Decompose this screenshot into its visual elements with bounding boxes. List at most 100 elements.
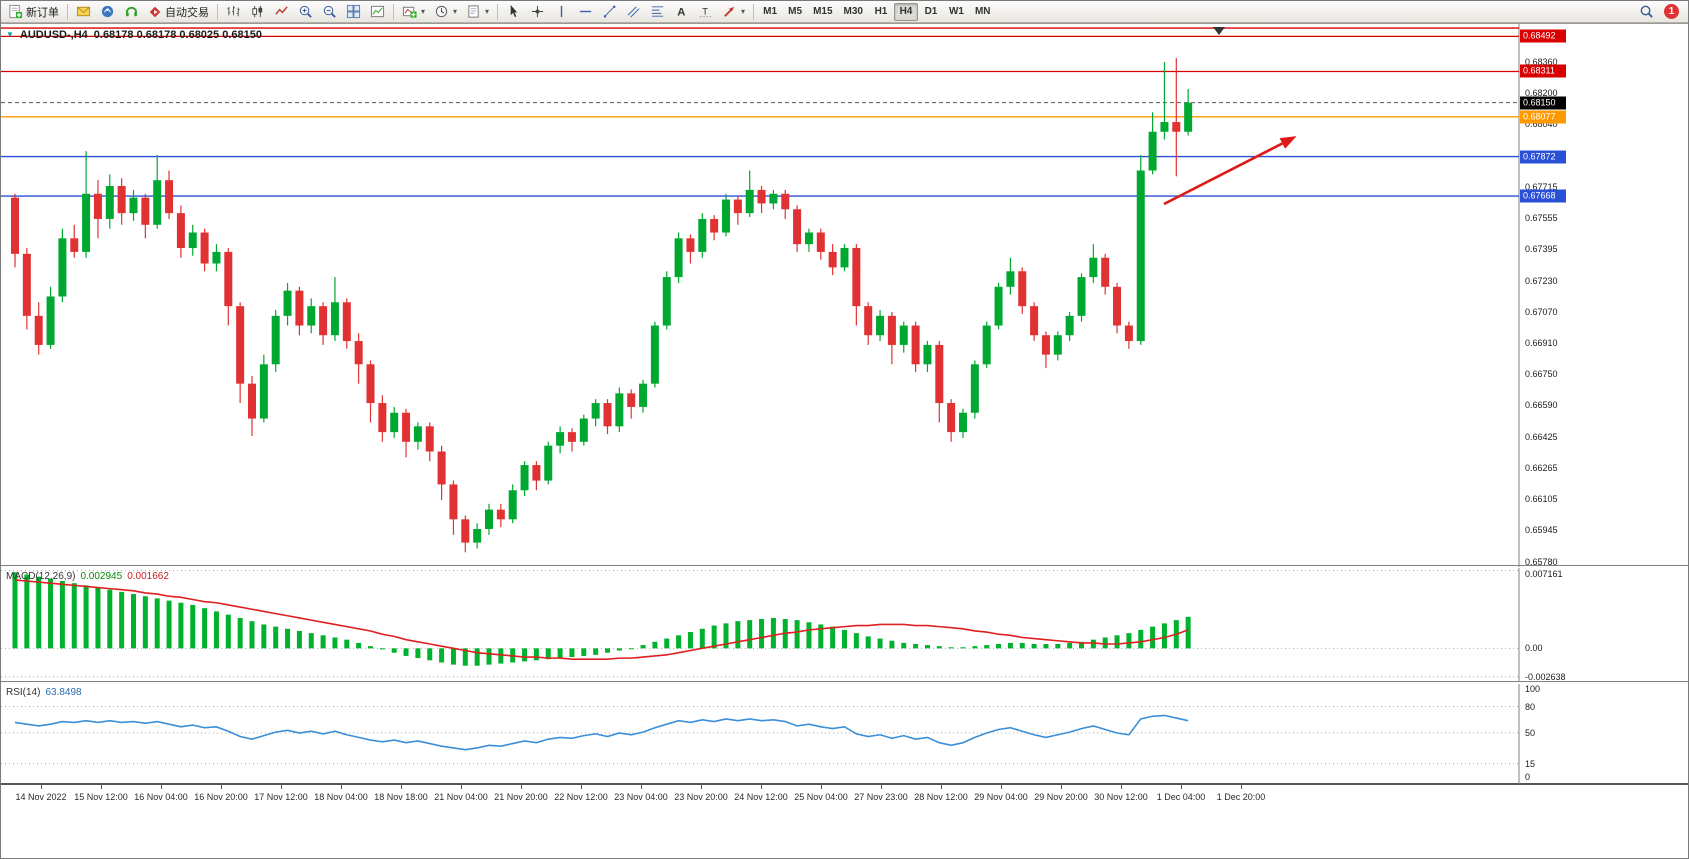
autotrading-label: 自动交易 bbox=[165, 6, 209, 19]
candle bbox=[793, 205, 802, 252]
timeframe-m15-button[interactable]: M15 bbox=[813, 6, 833, 17]
bar-chart-button[interactable] bbox=[222, 2, 245, 22]
text-tool-button[interactable]: A bbox=[670, 2, 693, 22]
one-click-trading-toggle[interactable]: ▼ bbox=[6, 30, 14, 39]
time-axis-tick bbox=[581, 785, 582, 789]
search-button[interactable] bbox=[1635, 2, 1658, 22]
toolbar-separator bbox=[67, 3, 68, 20]
timeframe-m30-button[interactable]: M30 bbox=[843, 6, 863, 17]
time-axis-label: 21 Nov 04:00 bbox=[434, 792, 488, 802]
chevron-down-icon: ▾ bbox=[485, 7, 490, 16]
svg-text:T: T bbox=[702, 6, 708, 16]
chevron-down-icon: ▾ bbox=[741, 7, 746, 16]
price-chart-panel[interactable]: 0.68360 0.68200 0.68040 0.67715 0.67555 0.673… bbox=[1, 23, 1688, 567]
candle bbox=[698, 213, 707, 258]
candle bbox=[864, 302, 873, 345]
candle bbox=[1148, 112, 1157, 175]
time-axis-label: 25 Nov 04:00 bbox=[794, 792, 848, 802]
candle bbox=[959, 408, 967, 438]
horizontal-line-button[interactable] bbox=[574, 2, 597, 22]
trendline-button[interactable] bbox=[598, 2, 621, 22]
line-chart-button[interactable] bbox=[270, 2, 293, 22]
mail-button[interactable] bbox=[72, 2, 95, 22]
candle bbox=[970, 360, 979, 419]
template-button[interactable]: ▾ bbox=[462, 2, 493, 22]
time-axis-label: 1 Dec 20:00 bbox=[1216, 792, 1266, 802]
time-axis[interactable]: 14 Nov 2022 15 Nov 12:00 16 Nov 04:00 16 No… bbox=[1, 784, 1688, 810]
candle bbox=[1041, 331, 1050, 369]
timeframe-m5-button[interactable]: M5 bbox=[788, 6, 803, 17]
macd-histogram-bar bbox=[261, 624, 267, 649]
time-axis-tick bbox=[41, 785, 42, 789]
macd-histogram-bar bbox=[830, 626, 836, 649]
macd-histogram-bar bbox=[1102, 637, 1108, 649]
macd-signal-value: 0.001662 bbox=[127, 571, 169, 582]
tile-windows-button[interactable] bbox=[342, 2, 365, 22]
toolbar-separator bbox=[753, 3, 755, 20]
macd-histogram-bar bbox=[1161, 623, 1167, 649]
time-axis-tick bbox=[521, 785, 522, 789]
chart-shift-marker[interactable] bbox=[1213, 27, 1225, 35]
fibonacci-button[interactable] bbox=[646, 2, 669, 22]
channel-button[interactable] bbox=[622, 2, 645, 22]
macd-panel[interactable]: 0.007161 0.00 -0.002638 MACD(12,26,9) 0.00… bbox=[1, 568, 1688, 682]
time-axis-label: 1 Dec 04:00 bbox=[1156, 792, 1206, 802]
macd-histogram-bar bbox=[545, 648, 551, 660]
vertical-line-button[interactable] bbox=[550, 2, 573, 22]
rsi-line bbox=[14, 714, 1189, 751]
cursor-button[interactable] bbox=[502, 2, 525, 22]
time-axis-tick bbox=[1181, 785, 1182, 789]
time-axis-tick bbox=[401, 785, 402, 789]
macd-histogram-bar bbox=[853, 633, 859, 649]
candlestick-chart-button[interactable] bbox=[246, 2, 269, 22]
candle bbox=[212, 244, 221, 272]
period-button[interactable]: ▾ bbox=[430, 2, 461, 22]
text-label-button[interactable]: T bbox=[694, 2, 717, 22]
market-button[interactable] bbox=[120, 2, 143, 22]
macd-histogram-bar bbox=[131, 594, 136, 649]
zoom-out-button[interactable] bbox=[318, 2, 341, 22]
macd-histogram-bar bbox=[59, 581, 65, 649]
indicators-button[interactable] bbox=[366, 2, 389, 22]
candle bbox=[283, 282, 292, 326]
time-axis-label: 29 Nov 04:00 bbox=[974, 792, 1028, 802]
autotrading-button[interactable]: 自动交易 bbox=[144, 2, 213, 22]
notification-badge[interactable]: 1 bbox=[1664, 4, 1679, 19]
timeframe-h4-button[interactable]: H4 bbox=[893, 2, 918, 21]
time-axis-tick bbox=[1061, 785, 1062, 789]
rsi-indicator-name: RSI(14) bbox=[6, 687, 41, 698]
arrows-tool-button[interactable]: ▾ bbox=[718, 2, 749, 22]
community-button[interactable] bbox=[96, 2, 119, 22]
macd-histogram-bar bbox=[948, 647, 954, 649]
timeframe-mn-button[interactable]: MN bbox=[974, 6, 991, 17]
new-chart-button[interactable]: ▾ bbox=[398, 2, 429, 22]
macd-histogram-bar bbox=[877, 638, 883, 649]
crosshair-button[interactable] bbox=[526, 2, 549, 22]
rsi-panel[interactable]: 100 80 50 15 0 RSI(14) 63.8498 bbox=[1, 684, 1688, 784]
macd-histogram-bar bbox=[368, 646, 373, 649]
candle bbox=[425, 422, 434, 462]
macd-histogram-bar bbox=[984, 645, 990, 649]
zo om-in-button[interactable] bbox=[294, 2, 317, 22]
timeframe-h1-button[interactable]: H1 bbox=[874, 6, 888, 17]
macd-histogram-bar bbox=[154, 598, 160, 649]
line-chart-icon bbox=[274, 4, 289, 19]
candle bbox=[402, 408, 411, 458]
horizontal-line-icon bbox=[578, 4, 593, 19]
time-axis-label: 22 Nov 12:00 bbox=[554, 792, 608, 802]
candle bbox=[923, 341, 932, 373]
time-axis-label: 24 Nov 12:00 bbox=[734, 792, 788, 802]
candle bbox=[947, 399, 956, 442]
timeframe-m1-button[interactable]: M1 bbox=[763, 6, 778, 17]
candle bbox=[176, 205, 185, 258]
trend-arrow-annotation[interactable] bbox=[1163, 136, 1297, 206]
timeframe-d1-button[interactable]: D1 bbox=[924, 6, 938, 17]
candle bbox=[828, 244, 837, 276]
new-order-button[interactable]: 新订单 bbox=[4, 2, 63, 22]
candle bbox=[686, 234, 695, 264]
macd-histogram-bar bbox=[142, 596, 148, 649]
zoom-in-icon bbox=[298, 4, 313, 19]
timeframe-w1-button[interactable]: W1 bbox=[948, 6, 964, 17]
candle bbox=[1136, 155, 1145, 345]
crosshair-icon bbox=[530, 4, 545, 19]
